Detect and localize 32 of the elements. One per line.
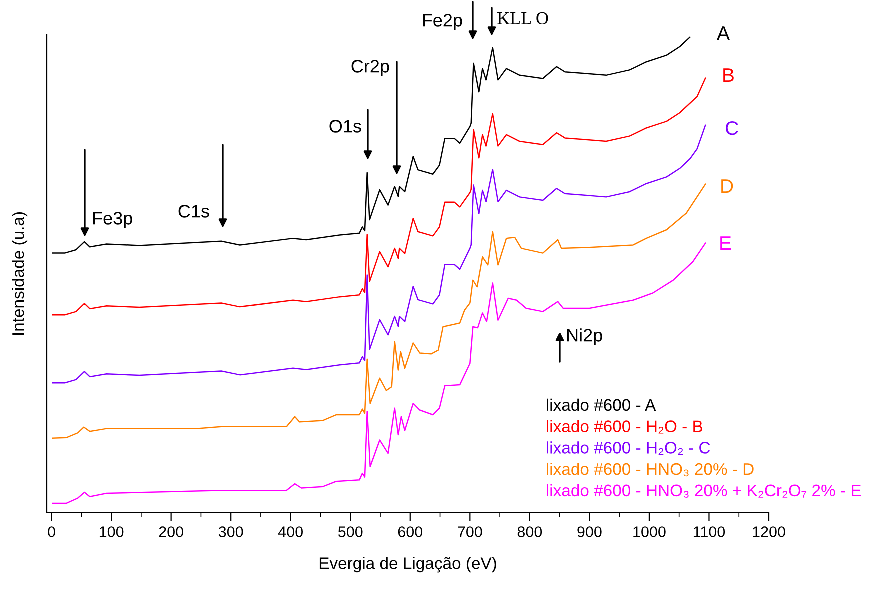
annotation: B: [724, 68, 734, 82]
x-tick-label: 1100: [694, 526, 726, 538]
x-tick-label: 200: [159, 526, 184, 538]
x-tick-label: 700: [458, 526, 482, 538]
text: lixado #600 - HNO₃ 20% - D: [547, 462, 754, 477]
x-tick-label: 900: [578, 526, 602, 538]
x-tick-label: 600: [398, 526, 423, 538]
annotation: D: [722, 180, 734, 194]
x-tick-label: 500: [338, 526, 363, 538]
x-tick-label: 400: [278, 526, 304, 538]
annotation: E: [720, 236, 732, 250]
annotation: C1s: [178, 205, 210, 218]
y-axis-title: Intensidade (u.a): [12, 212, 28, 335]
x-tick-label: 300: [218, 526, 244, 538]
text: Fe2p: [423, 14, 462, 30]
text: lixado #600 - H₂O₂ - C: [547, 442, 710, 456]
x-tick-label: 0: [48, 526, 56, 538]
x-tick-label: 1000: [634, 526, 666, 538]
annotation: O1s: [330, 120, 362, 133]
text: lixado #600 - A: [547, 398, 656, 412]
x-tick-label: 800: [518, 526, 542, 538]
x-tick-label: 1200: [753, 526, 786, 538]
text: lixado #600 - HNO₃ 20% + K₂Cr₂O₇ 2% - E: [547, 484, 862, 498]
annotation: A: [717, 26, 730, 40]
annotation: C: [726, 121, 738, 136]
annotation: Cr2p: [352, 60, 390, 76]
annotation: Fe3p: [93, 212, 132, 228]
x-tick-label: 100: [100, 526, 124, 538]
text: lixado #600 - H₂O - B: [547, 420, 702, 434]
text: KLL O: [498, 12, 548, 25]
x-axis-title: Evergia de Ligação (eV): [320, 557, 496, 573]
annotation: Ni2p: [567, 328, 602, 346]
